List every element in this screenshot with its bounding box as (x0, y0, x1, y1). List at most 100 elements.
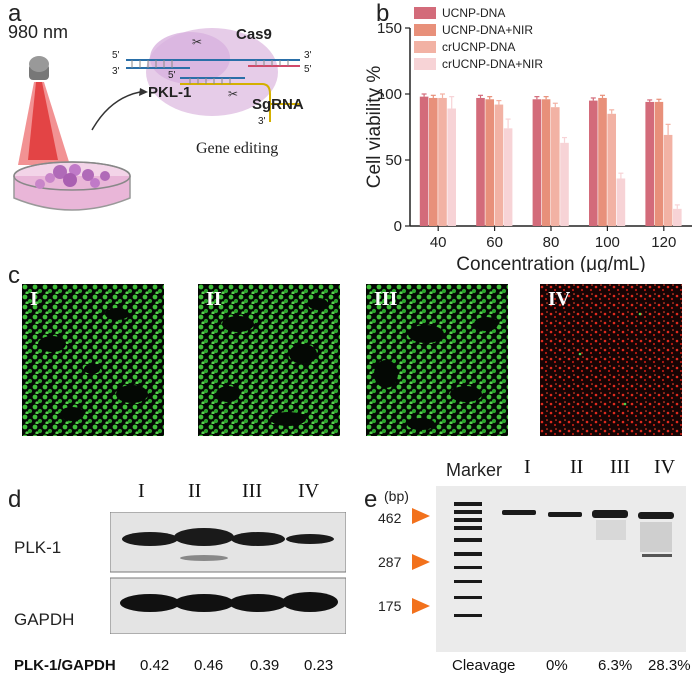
row-label-plk1: PLK-1 (14, 538, 62, 557)
scissors-icon: ✂ (228, 87, 238, 101)
legend-swatch (414, 41, 436, 53)
gel-arrows (412, 508, 430, 614)
legend-swatch (414, 24, 436, 36)
target-gene-label: PKL-1 (148, 84, 192, 101)
gel-lane-label-IV: IV (654, 456, 676, 478)
strand-end-inner-left: 5' (168, 70, 176, 81)
strand-end-bottom-left: 3' (112, 66, 120, 77)
fluorescence-image (540, 284, 682, 436)
ratio-label: PLK-1/GAPDH (14, 657, 116, 674)
bar (429, 97, 438, 227)
ratio-value-I: 0.42 (140, 657, 170, 674)
bp-unit-label: (bp) (384, 488, 409, 504)
arrow-175-icon (412, 598, 430, 614)
fluorescence-image (198, 284, 340, 436)
legend-label: crUCNP-DNA (442, 40, 515, 54)
legend-label: UCNP-DNA+NIR (442, 23, 533, 37)
strand-end-sg: 3' (258, 116, 266, 127)
gene-editing-caption: Gene editing (196, 140, 279, 157)
laser-icon (18, 56, 70, 165)
lane-label-II: II (188, 480, 202, 502)
scissors-icon: ✂ (192, 35, 202, 49)
sample-bands (502, 510, 674, 557)
strand-end-top-right: 3' (304, 50, 312, 61)
x-tick-label: 100 (595, 234, 620, 251)
bar (654, 101, 664, 226)
viability-chart: 0 50 100 150 Cell viability % 40 60 80 100 120 Con… (364, 6, 692, 272)
y-tick-label: 100 (377, 86, 402, 103)
panel-c-label: c (8, 262, 20, 289)
micrograph-label: II (206, 288, 222, 310)
cleavage-label: Cleavage (452, 657, 516, 674)
legend-label: crUCNP-DNA+NIR (442, 57, 543, 71)
cleavage-value-II: 0% (546, 657, 568, 674)
arrow-462-icon (412, 508, 430, 524)
micrograph-label: IV (548, 288, 571, 310)
strand-end-bottom-right: 5' (304, 64, 312, 75)
x-tick-label: 120 (651, 234, 676, 251)
bar (532, 99, 542, 226)
panel-d-label: d (8, 486, 22, 513)
gel-lane-label-III: III (610, 456, 630, 478)
lane-label-III: III (242, 480, 262, 502)
micrograph-label: III (374, 288, 398, 310)
micrograph-III: III (366, 284, 508, 436)
bar (419, 96, 429, 226)
bar (494, 104, 504, 226)
bar (476, 97, 485, 227)
ladder-bands (454, 502, 482, 617)
lane-label-I: I (138, 480, 145, 502)
legend-label: UCNP-DNA (442, 6, 505, 20)
panel-b-label: b (376, 0, 390, 27)
size-label-287: 287 (378, 554, 402, 570)
legend-swatch (414, 7, 436, 19)
agarose-gel (436, 486, 686, 652)
bar (503, 128, 513, 226)
bar (663, 134, 673, 226)
strand-end-top-left: 5' (112, 50, 120, 61)
cleavage-value-IV: 28.3% (648, 657, 691, 674)
x-tick-label: 80 (543, 234, 560, 251)
row-label-gapdh: GAPDH (14, 610, 75, 629)
micrograph-I: I (22, 284, 164, 436)
bar (541, 99, 551, 226)
x-tick-label: 40 (430, 234, 447, 251)
fluorescence-image (366, 284, 508, 436)
x-axis-label: Concentration (μg/mL) (456, 254, 645, 272)
bar (673, 208, 682, 226)
bar (589, 100, 598, 226)
western-blot (110, 512, 346, 634)
bar (485, 99, 494, 226)
bar (438, 97, 447, 227)
arrow-287-icon (412, 554, 430, 570)
plk1-bands (122, 528, 334, 561)
bar (607, 113, 616, 226)
cleavage-value-III: 6.3% (598, 657, 633, 674)
y-axis-label: Cell viability % (364, 66, 385, 189)
marker-label: Marker (446, 460, 503, 480)
cas9-label: Cas9 (236, 26, 272, 43)
ratio-value-IV: 0.23 (304, 657, 334, 674)
curved-arrow-icon (91, 91, 141, 131)
panel-a-illustration: ✂ ✂ (13, 28, 300, 211)
gel-lane-label-II: II (570, 456, 584, 478)
gapdh-bands (120, 592, 338, 612)
bar (645, 101, 654, 226)
cas9-complex-icon: ✂ ✂ (126, 28, 300, 122)
y-tick-label: 50 (385, 152, 402, 169)
lane-label-IV: IV (298, 480, 320, 502)
gel-lane-label-I: I (524, 456, 531, 478)
sgrna-label: SgRNA (252, 96, 304, 113)
micrograph-IV: IV (540, 284, 682, 436)
bar (447, 108, 456, 226)
y-tick-label: 0 (394, 218, 402, 235)
panel-e-label: e (364, 486, 378, 513)
bar (598, 97, 607, 227)
size-label-175: 175 (378, 598, 402, 614)
size-label-462: 462 (378, 510, 402, 526)
micrograph-II: II (198, 284, 340, 436)
petri-dish-icon (13, 161, 131, 211)
micrograph-label: I (30, 288, 38, 310)
panel-a-label: a (8, 0, 22, 27)
wavelength-label: 980 nm (8, 22, 69, 42)
